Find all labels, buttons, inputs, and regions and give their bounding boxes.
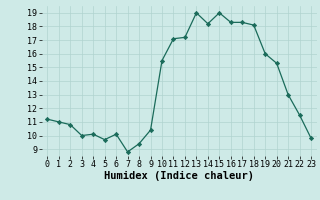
X-axis label: Humidex (Indice chaleur): Humidex (Indice chaleur) — [104, 171, 254, 181]
